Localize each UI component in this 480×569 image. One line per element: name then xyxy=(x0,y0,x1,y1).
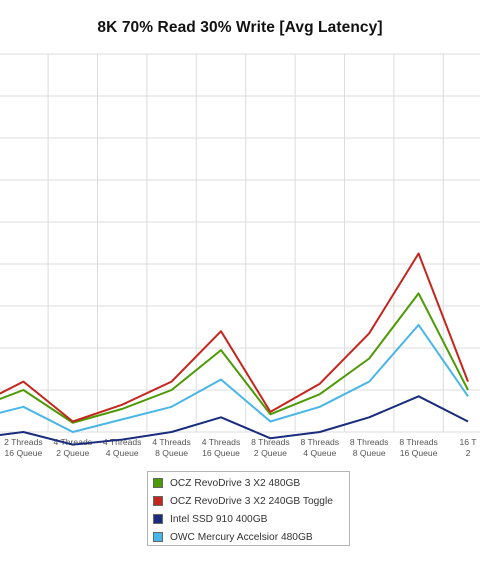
x-tick-label: 2 Threads 16 Queue xyxy=(4,437,43,458)
x-tick-label: 8 Threads 16 Queue xyxy=(399,437,438,458)
gridlines xyxy=(0,53,480,433)
legend-item[interactable]: OCZ RevoDrive 3 X2 480GB xyxy=(153,474,349,492)
legend-label: OWC Mercury Accelsior 480GB xyxy=(170,531,313,543)
legend-item[interactable]: Intel SSD 910 400GB xyxy=(153,510,349,528)
series-line xyxy=(0,395,469,446)
x-tick-label: 4 Threads 4 Queue xyxy=(103,437,142,458)
x-tick-label: 8 Threads 4 Queue xyxy=(301,437,340,458)
legend-item[interactable]: OWC Mercury Accelsior 480GB xyxy=(153,528,349,546)
legend-swatch xyxy=(153,496,163,506)
series-line xyxy=(0,292,469,424)
chart-title: 8K 70% Read 30% Write [Avg Latency] xyxy=(97,19,383,36)
series-line xyxy=(0,252,469,423)
x-tick-label: 8 Threads 2 Queue xyxy=(251,437,290,458)
legend-label: OCZ RevoDrive 3 X2 480GB xyxy=(170,477,301,489)
series-line xyxy=(0,323,469,433)
x-tick-label: 4 Threads 16 Queue xyxy=(202,437,241,458)
series-lines xyxy=(0,252,469,446)
x-tick-label: 4 Threads 2 Queue xyxy=(54,437,93,458)
x-tick-label: 4 Threads 8 Queue xyxy=(152,437,191,458)
legend-swatch xyxy=(153,514,163,524)
legend-swatch xyxy=(153,478,163,488)
legend-label: Intel SSD 910 400GB xyxy=(170,513,268,525)
x-tick-label: 8 Threads 8 Queue xyxy=(350,437,389,458)
legend-label: OCZ RevoDrive 3 X2 240GB Toggle xyxy=(170,495,333,507)
chart-legend: OCZ RevoDrive 3 X2 480GB OCZ RevoDrive 3 … xyxy=(147,471,350,546)
legend-item[interactable]: OCZ RevoDrive 3 X2 240GB Toggle xyxy=(153,492,349,510)
legend-swatch xyxy=(153,532,163,542)
